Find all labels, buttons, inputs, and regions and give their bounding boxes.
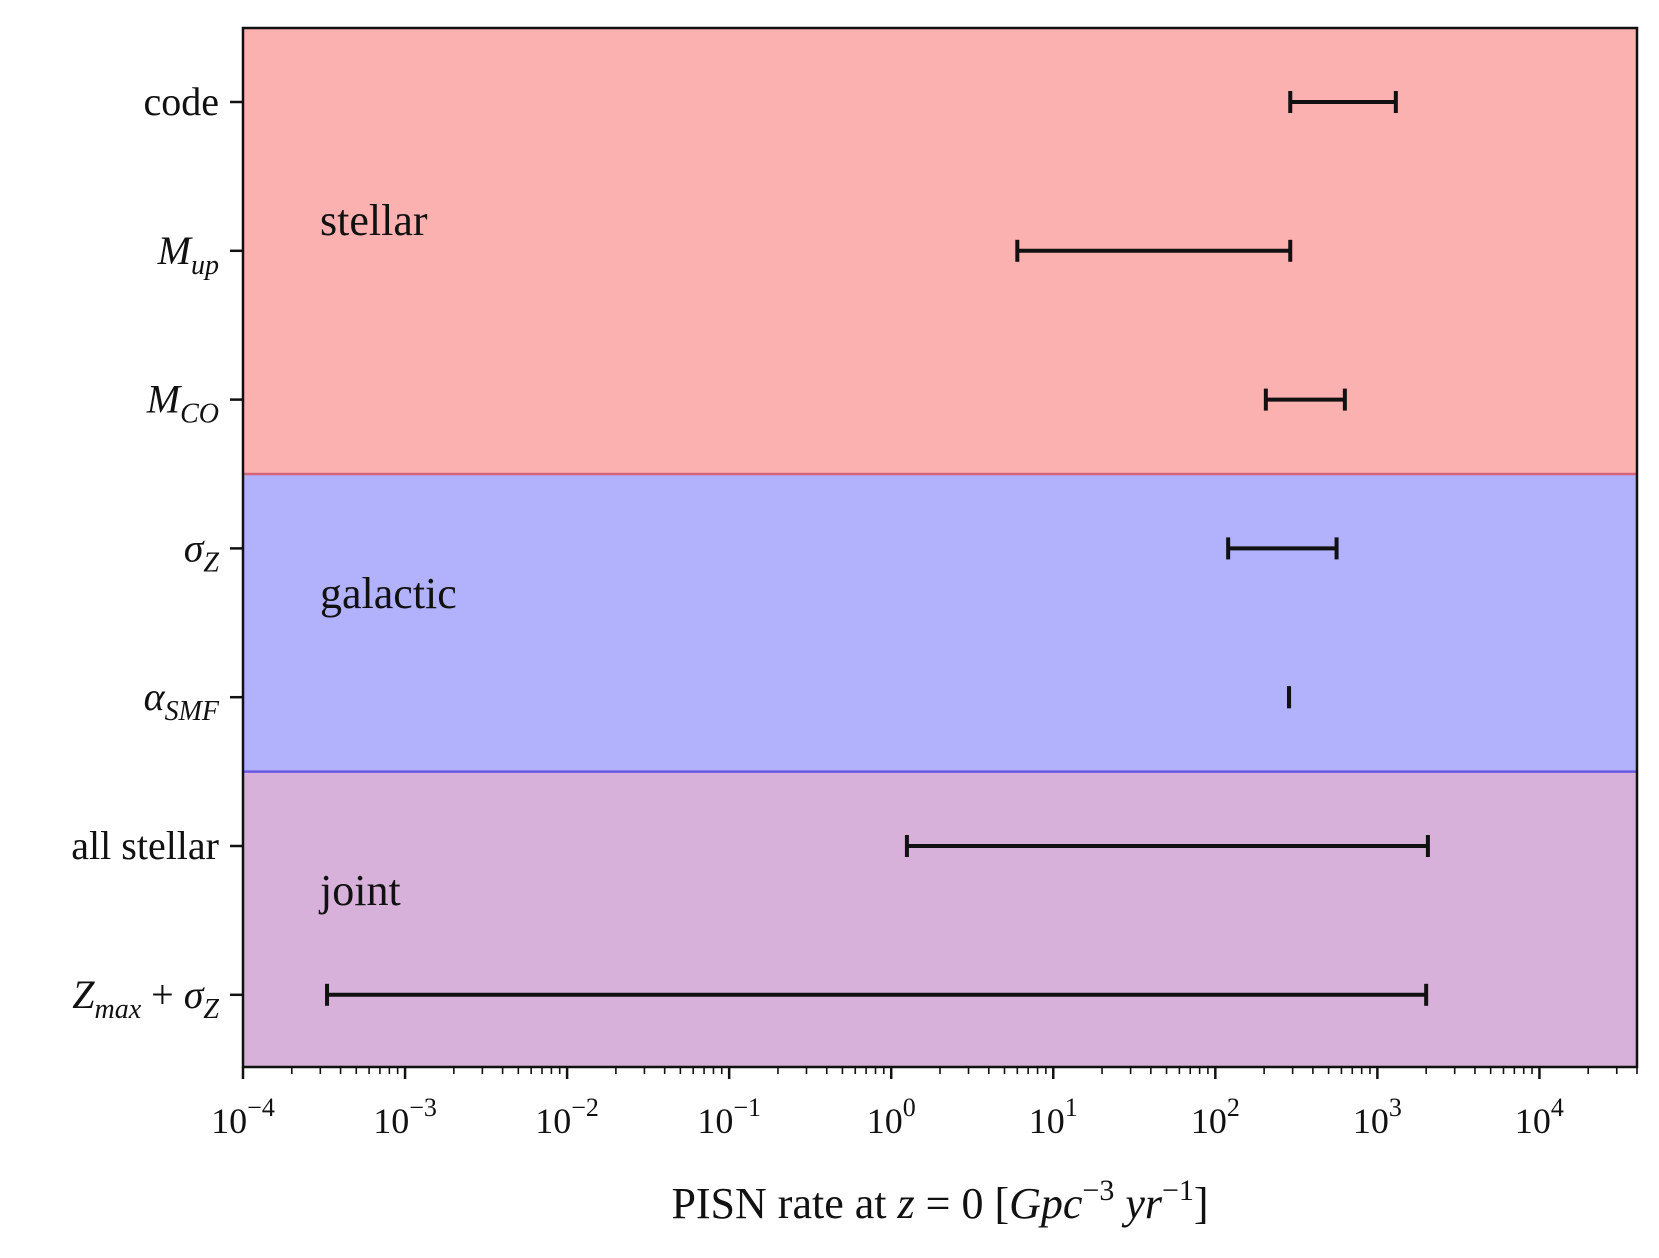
group-label-galactic: galactic — [320, 569, 457, 618]
group-bands — [243, 28, 1637, 1067]
errorbar-3 — [1226, 537, 1339, 560]
x-axis: 10−4 10−3 10−2 10−1 100 101 102 103 104 — [211, 1067, 1638, 1141]
y-tick-label-1: Mup — [157, 228, 219, 281]
y-tick-label-2: MCO — [146, 377, 219, 430]
errorbar-1 — [1015, 239, 1293, 262]
x-tick-label-4: 100 — [867, 1093, 916, 1141]
group-label-stellar: stellar — [320, 196, 428, 245]
group-label-joint: joint — [318, 866, 401, 915]
error-bars — [325, 91, 1430, 1006]
y-tick-label-0: code — [143, 79, 219, 124]
x-axis-title: PISN rate at z = 0 [Gpc−3 yr−1] — [671, 1174, 1208, 1228]
band-stellar — [243, 28, 1637, 474]
errorbar-5 — [904, 835, 1430, 857]
band-joint — [243, 771, 1637, 1067]
band-galactic — [243, 474, 1637, 772]
errorbar-2 — [1263, 388, 1347, 411]
x-tick-label-1: 10−3 — [373, 1093, 437, 1141]
x-tick-label-6: 102 — [1191, 1093, 1240, 1141]
x-tick-label-0: 10−4 — [211, 1093, 275, 1141]
group-labels: stellar galactic joint — [318, 196, 457, 915]
y-tick-label-3: σZ — [184, 525, 220, 578]
x-tick-label-5: 101 — [1029, 1093, 1078, 1141]
y-tick-label-5: all stellar — [71, 823, 219, 868]
x-tick-label-2: 10−2 — [535, 1093, 599, 1141]
x-tick-label-7: 103 — [1353, 1093, 1402, 1141]
x-tick-label-8: 104 — [1515, 1093, 1564, 1141]
errorbar-6 — [325, 983, 1429, 1006]
x-tick-label-3: 10−1 — [697, 1093, 761, 1141]
errorbar-0 — [1288, 91, 1398, 113]
y-tick-label-4: αSMF — [144, 674, 220, 727]
y-axis: code Mup MCO σZ αSMF all stellar Zmax + σZ — [71, 79, 243, 1025]
y-tick-label-6: Zmax + σZ — [72, 972, 219, 1025]
